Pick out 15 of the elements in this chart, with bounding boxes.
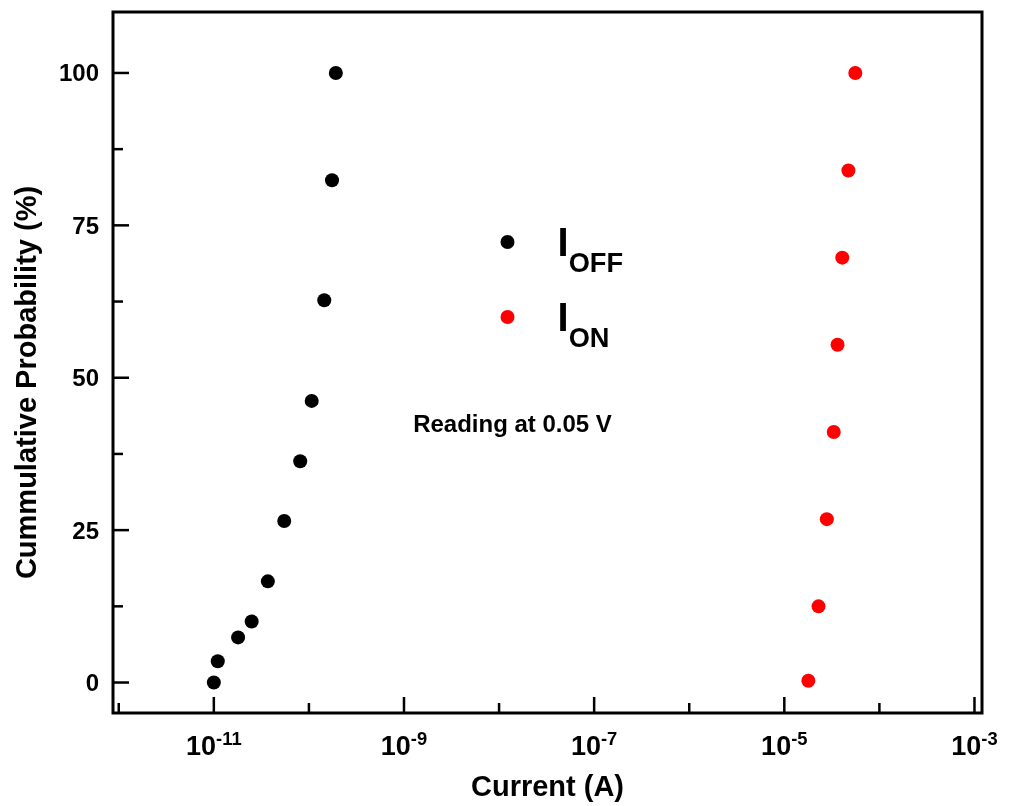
legend-label: I$_{ON}$ — [557, 295, 610, 353]
x-tick-label: 10$^{-3}$ — [951, 727, 998, 761]
x-tick-label: 10$^{-5}$ — [761, 727, 808, 761]
y-tick-label: 75 — [72, 211, 99, 239]
y-tick-label: 100 — [58, 59, 99, 87]
x-axis-title: Current (A) — [470, 770, 625, 802]
y-tick-label: 50 — [72, 364, 99, 392]
x-tick-label: 10$^{-9}$ — [380, 727, 428, 761]
y-tick-label: 25 — [72, 516, 99, 544]
legend-label: I$_{OFF}$ — [557, 220, 623, 278]
y-tick-label: 0 — [85, 668, 99, 696]
y-axis-title: Cummulative Probability (%) — [10, 185, 42, 580]
x-tick-label: 10$^{-11}$ — [186, 727, 242, 761]
x-tick-label: 10$^{-7}$ — [570, 727, 618, 761]
annotation: Reading at 0.05 V — [413, 410, 612, 437]
